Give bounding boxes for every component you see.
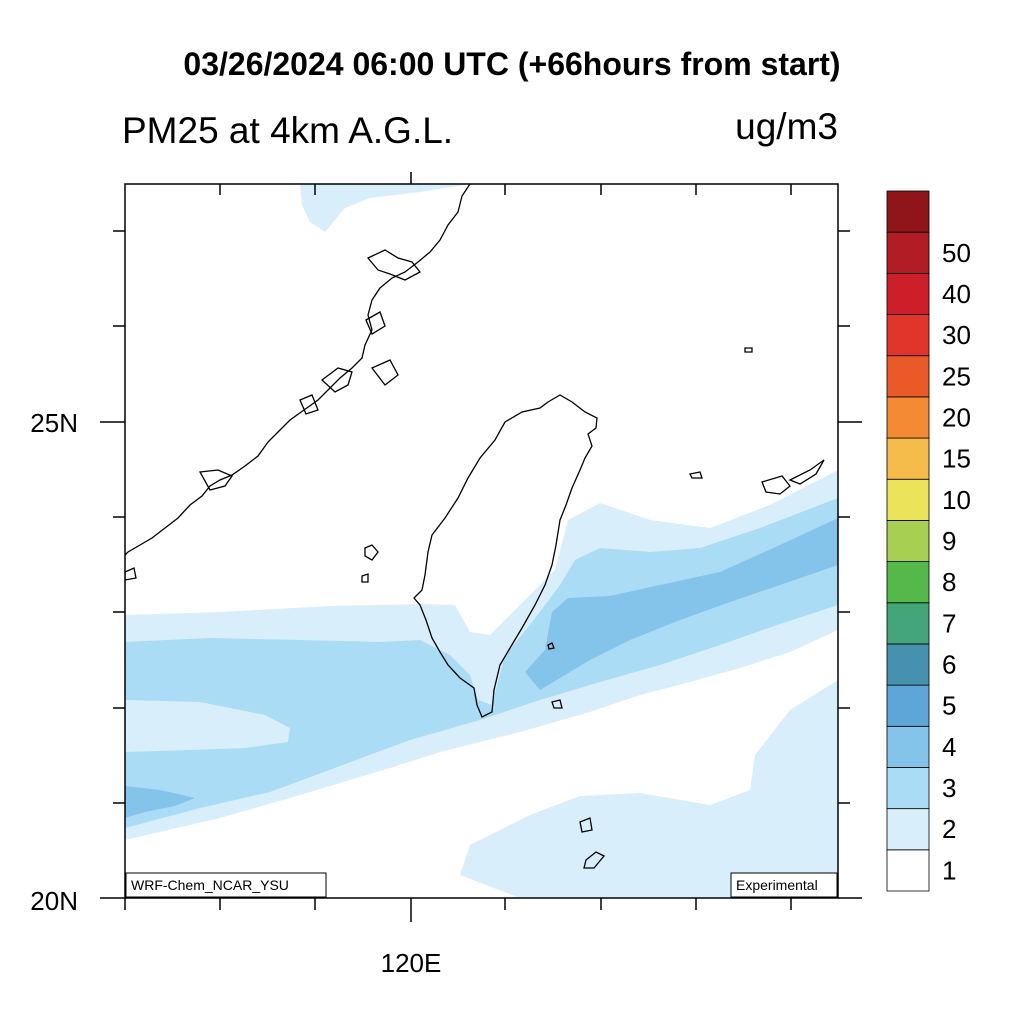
colorbar-swatch bbox=[886, 767, 930, 810]
colorbar-swatch bbox=[886, 355, 930, 398]
status-tag-box bbox=[730, 872, 838, 898]
variable-label: PM25 at 4km A.G.L. bbox=[122, 110, 454, 151]
status-tag: Experimental bbox=[736, 877, 818, 893]
colorbar-level-label: 25 bbox=[942, 361, 971, 391]
lanyu-island bbox=[547, 642, 555, 650]
pm25-contour-1-2-south bbox=[460, 680, 838, 898]
colorbar: 1 2 3 4 5 6 7 8 9 10 15 20 25 30 40 50 bbox=[886, 190, 971, 892]
coastline-layer bbox=[125, 184, 825, 869]
pm25-contour-1-2-west-pocket bbox=[125, 700, 290, 752]
penghu-islands bbox=[361, 544, 379, 583]
map-frame bbox=[124, 183, 839, 899]
colorbar-swatch bbox=[886, 314, 930, 357]
colorbar-level-label: 30 bbox=[942, 320, 971, 350]
colorbar-swatch bbox=[886, 602, 930, 645]
colorbar-level-label: 1 bbox=[942, 855, 956, 885]
colorbar-level-label: 9 bbox=[942, 526, 956, 556]
batanes-islands bbox=[579, 817, 606, 869]
y-tick-label-25n: 25N bbox=[30, 408, 78, 438]
colorbar-swatch bbox=[886, 725, 930, 768]
colorbar-level-label: 20 bbox=[942, 402, 971, 432]
colorbar-swatch bbox=[886, 478, 930, 521]
colorbar-swatch bbox=[886, 190, 930, 233]
x-tick-label-120e: 120E bbox=[381, 948, 442, 978]
colorbar-level-label: 3 bbox=[942, 773, 956, 803]
colorbar-swatch bbox=[886, 520, 930, 562]
chart-title: 03/26/2024 06:00 UTC (+66hours from star… bbox=[183, 46, 841, 82]
colorbar-swatch bbox=[886, 808, 930, 851]
colorbar-level-label: 10 bbox=[942, 485, 971, 515]
colorbar-swatch bbox=[886, 684, 930, 727]
colorbar-level-label: 4 bbox=[942, 732, 956, 762]
colorbar-swatch bbox=[886, 849, 930, 892]
colorbar-swatch bbox=[886, 272, 930, 315]
pm25-contour-3-4-east bbox=[525, 518, 838, 690]
y-tick-label-20n: 20N bbox=[30, 886, 78, 916]
pm25-contour-3-4-west bbox=[125, 786, 195, 818]
colorbar-swatch bbox=[886, 396, 930, 439]
colorbar-swatch bbox=[886, 231, 930, 274]
units-label: ug/m3 bbox=[735, 106, 838, 147]
green-island bbox=[551, 699, 563, 709]
colorbar-swatch bbox=[886, 643, 930, 686]
colorbar-swatch bbox=[886, 437, 930, 480]
colorbar-level-label: 6 bbox=[942, 650, 956, 680]
colorbar-swatch bbox=[886, 561, 930, 604]
colorbar-level-label: 50 bbox=[942, 238, 971, 268]
colorbar-level-label: 40 bbox=[942, 279, 971, 309]
colorbar-level-label: 8 bbox=[942, 567, 956, 597]
pm25-contour-2-3-band bbox=[125, 498, 838, 828]
colorbar-level-label: 2 bbox=[942, 814, 956, 844]
china-coastline bbox=[125, 184, 471, 556]
ryukyu-islands bbox=[689, 347, 825, 495]
tick-marks bbox=[100, 172, 862, 922]
model-tag: WRF-Chem_NCAR_YSU bbox=[131, 877, 289, 893]
colorbar-level-label: 7 bbox=[942, 608, 956, 638]
colorbar-level-label: 15 bbox=[942, 444, 971, 474]
model-tag-box bbox=[125, 872, 327, 898]
china-coastline-detail bbox=[125, 249, 421, 581]
taiwan-coastline bbox=[413, 394, 598, 718]
pm25-contour-1-2-north bbox=[300, 184, 470, 232]
colorbar-level-label: 5 bbox=[942, 691, 956, 721]
pm25-fill-layers bbox=[125, 184, 838, 898]
